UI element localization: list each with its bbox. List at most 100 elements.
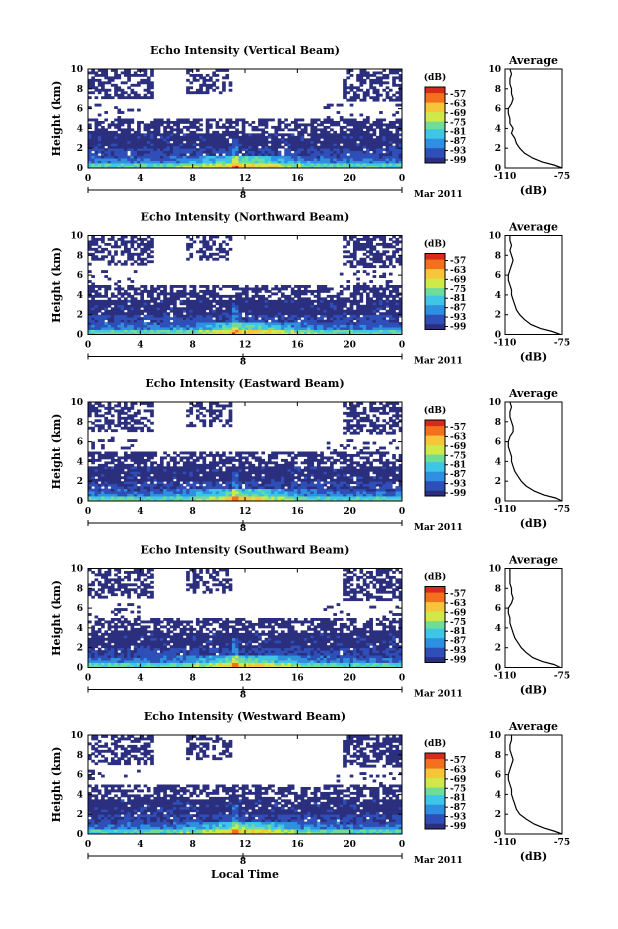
- heatmap-cell: [372, 314, 377, 318]
- heatmap-cell: [205, 133, 210, 137]
- heatmap-cell: [88, 242, 92, 246]
- heatmap-cell: [326, 153, 331, 157]
- heatmap-cell: [395, 329, 400, 333]
- heatmap-cell: [382, 289, 387, 293]
- heatmap-cell: [313, 332, 318, 335]
- heatmap-cell: [182, 148, 187, 152]
- heatmap-cell: [133, 143, 138, 147]
- heatmap-cell: [251, 297, 256, 301]
- heatmap-cell: [352, 120, 357, 124]
- heatmap-cell: [277, 324, 282, 328]
- heatmap-cell: [133, 71, 138, 75]
- heatmap-cell: [192, 76, 197, 80]
- heatmap-cell: [395, 285, 400, 288]
- heatmap-cell: [395, 118, 400, 122]
- heatmap-cell: [186, 128, 190, 132]
- heatmap-cell: [123, 81, 128, 85]
- heatmap-cell: [199, 145, 203, 149]
- heatmap-cell: [382, 130, 387, 134]
- heatmap-cell: [343, 317, 347, 321]
- heatmap-cell: [91, 312, 95, 316]
- heatmap-cell: [140, 421, 144, 425]
- heatmap-cell: [127, 86, 131, 90]
- heatmap-cell: [130, 319, 135, 323]
- heatmap-cell: [176, 312, 180, 316]
- heatmap-cell: [169, 294, 174, 298]
- heatmap-cell: [248, 138, 252, 142]
- heatmap-cell: [104, 158, 109, 161]
- heatmap-cell: [346, 163, 351, 166]
- heatmap-cell: [323, 148, 328, 152]
- heatmap-cell: [395, 96, 400, 100]
- heatmap-cell: [356, 237, 360, 241]
- heatmap-cell: [225, 324, 230, 328]
- heatmap-cell: [88, 240, 92, 244]
- heatmap-cell: [130, 317, 135, 321]
- heatmap-cell: [127, 463, 131, 467]
- heatmap-cell: [140, 456, 144, 460]
- heatmap-cell: [225, 165, 230, 169]
- heatmap-cell: [104, 456, 109, 460]
- heatmap-cell: [110, 245, 115, 249]
- heatmap-cell: [133, 317, 138, 321]
- heatmap-cell: [330, 163, 334, 166]
- heatmap-cell: [366, 262, 370, 266]
- heatmap-cell: [336, 138, 341, 142]
- heatmap-cell: [104, 307, 109, 311]
- heatmap-cell: [159, 458, 164, 462]
- heatmap-cell: [388, 125, 393, 129]
- heatmap-cell: [107, 312, 112, 316]
- heatmap-cell: [379, 235, 383, 239]
- heatmap-cell: [287, 163, 292, 166]
- heatmap-cell: [88, 287, 92, 291]
- heatmap-cell: [182, 322, 187, 326]
- heatmap-cell: [117, 297, 122, 301]
- heatmap-cell: [395, 69, 400, 72]
- heatmap-cell: [349, 260, 354, 264]
- heatmap-cell: [254, 289, 259, 293]
- heatmap-cell: [143, 150, 148, 154]
- heatmap-cell: [123, 120, 128, 124]
- heatmap-cell: [280, 285, 285, 288]
- heatmap-cell: [123, 322, 128, 326]
- heatmap-cell: [225, 235, 230, 239]
- heatmap-cell: [127, 247, 131, 251]
- heatmap-cell: [120, 327, 125, 330]
- heatmap-cell: [235, 128, 239, 132]
- heatmap-cell: [150, 498, 154, 502]
- heatmap-cell: [114, 404, 118, 408]
- heatmap-cell: [143, 322, 148, 326]
- heatmap-cell: [123, 135, 128, 139]
- heatmap-cell: [349, 128, 354, 132]
- heatmap-cell: [336, 150, 341, 154]
- heatmap-cell: [150, 324, 154, 328]
- heatmap-cell: [91, 473, 95, 477]
- heatmap-cell: [228, 153, 233, 157]
- heatmap-cell: [395, 91, 400, 95]
- heatmap-cell: [375, 319, 380, 323]
- heatmap-cell: [366, 272, 370, 276]
- heatmap-cell: [346, 332, 351, 335]
- heatmap-cell: [297, 138, 301, 142]
- heatmap-cell: [271, 135, 275, 139]
- heatmap-cell: [254, 128, 259, 132]
- y-axis-label: Height (km): [50, 414, 63, 490]
- heatmap-cell: [195, 135, 200, 139]
- heatmap-cell: [379, 314, 383, 318]
- heatmap-cell: [369, 329, 373, 333]
- heatmap-cell: [274, 307, 279, 311]
- heatmap-cell: [339, 163, 344, 166]
- heatmap-cell: [123, 421, 128, 425]
- heatmap-cell: [179, 498, 184, 502]
- heatmap-cell: [218, 322, 223, 326]
- heatmap-cell: [97, 285, 102, 288]
- heatmap-cell: [114, 302, 118, 306]
- heatmap-cell: [385, 312, 390, 316]
- heatmap-cell: [209, 317, 213, 321]
- heatmap-cell: [248, 140, 252, 144]
- heatmap-cell: [150, 81, 154, 85]
- heatmap-cell: [385, 153, 390, 157]
- heatmap-cell: [101, 270, 105, 274]
- heatmap-cell: [379, 319, 383, 323]
- colorbar-segment: [425, 128, 445, 132]
